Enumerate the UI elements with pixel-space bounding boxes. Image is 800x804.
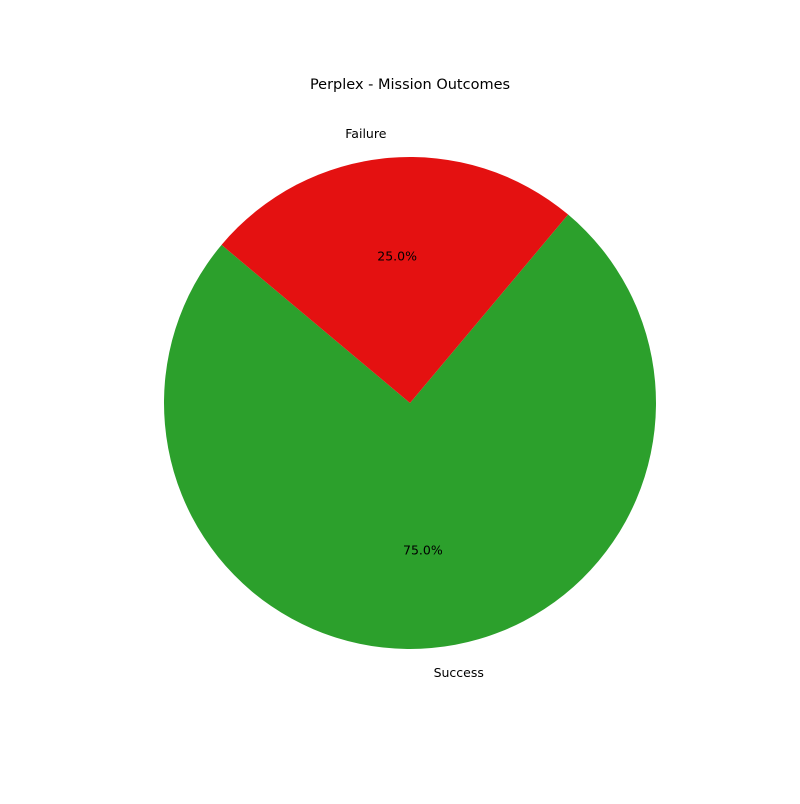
pie-slices [163, 156, 656, 649]
slice-percent-failure: 25.0% [377, 248, 417, 263]
slice-label-success: Success [434, 665, 484, 680]
pie-slice-success [163, 214, 656, 649]
pie-slice-failure [221, 156, 569, 403]
chart-title: Perplex - Mission Outcomes [310, 77, 510, 93]
slice-percent-success: 75.0% [403, 543, 443, 558]
slice-label-failure: Failure [345, 126, 386, 141]
pie-labels: Success 75.0% Failure 25.0% [345, 126, 484, 680]
